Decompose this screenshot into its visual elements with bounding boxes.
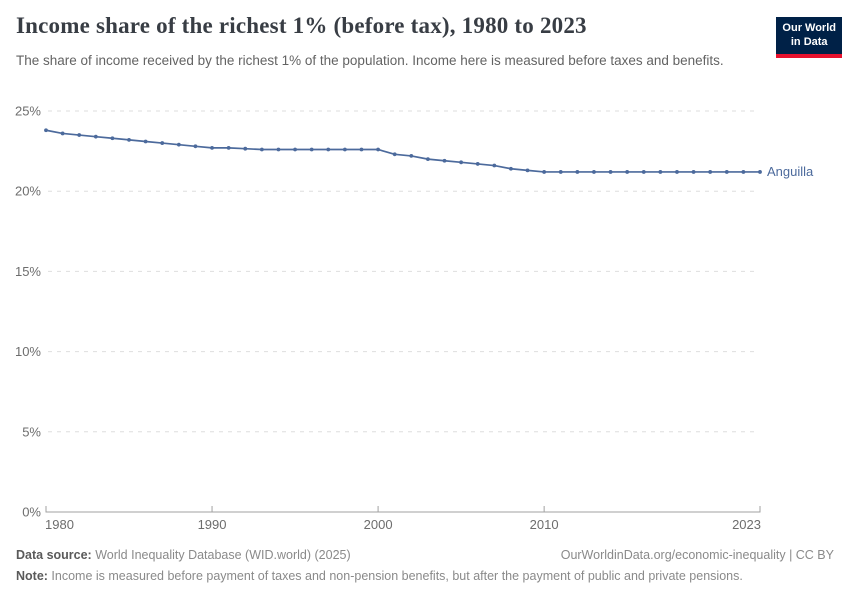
data-point [475,162,480,166]
y-tick-label-10: 10% [15,344,41,359]
data-point [226,145,231,150]
data-point [160,141,165,145]
data-source-label: Data source: [16,548,92,562]
x-tick-label-2000: 2000 [364,517,393,532]
x-tick-label-2010: 2010 [530,517,559,532]
y-tick-label-0: 0% [22,505,41,520]
data-point [724,170,729,174]
data-point [758,170,762,174]
data-source-value: World Inequality Database (WID.world) (2… [91,548,351,562]
data-point [93,134,98,139]
owid-logo-line1: Our World [782,22,836,34]
data-point [243,146,248,151]
attribution-link[interactable]: OurWorldinData.org/economic-inequality |… [560,548,834,562]
chart-footer: Data source: World Inequality Database (… [16,547,834,585]
y-tick-label-5: 5% [22,424,41,439]
data-point [44,128,48,133]
data-point [509,166,513,171]
y-tick-label-15: 15% [15,264,41,279]
data-point [342,147,347,152]
line-chart: 0% 5% 10% 15% 20% 25% 1980 1990 2000 2010 2023 Angu… [15,104,814,533]
data-point [193,144,198,149]
data-point [542,170,547,174]
data-point [259,147,264,152]
x-tick-label-1990: 1990 [198,517,227,532]
x-tick-label-1980: 1980 [45,517,74,532]
data-point [127,137,131,142]
data-point [558,170,563,174]
owid-logo: Our World in Data [776,17,842,58]
data-point [176,142,181,147]
data-point [592,170,596,174]
series-label-anguilla[interactable]: Anguilla [767,164,814,179]
data-point [143,139,148,144]
y-tick-label-25: 25% [15,104,41,119]
data-point [459,160,464,165]
data-point [409,154,414,158]
data-point [309,147,314,152]
data-point [525,168,530,173]
chart-subtitle: The share of income received by the rich… [16,53,724,68]
x-tick-label-2023: 2023 [732,517,761,532]
page-title: Income share of the richest 1% (before t… [16,13,587,38]
series-line-anguilla [45,129,760,173]
data-point [741,170,746,174]
data-point [276,147,281,152]
chart-note: Note: Income is measured before payment … [16,568,834,585]
note-label: Note: [16,568,48,583]
data-point [293,147,297,152]
data-point [376,147,380,152]
data-point [625,170,630,174]
y-tick-label-20: 20% [15,184,41,199]
data-point [60,131,65,136]
data-point [392,152,397,157]
data-point [492,163,497,168]
data-point [77,133,82,137]
data-point [426,157,430,162]
data-source: Data source: World Inequality Database (… [16,547,351,564]
data-point [608,170,613,174]
data-point [641,170,646,174]
data-point [675,170,679,174]
owid-logo-line2: in Data [790,36,828,49]
data-point [658,170,663,174]
data-point [691,170,696,174]
data-point [210,145,214,150]
data-point [442,158,447,163]
data-point [326,147,331,152]
data-point [359,147,364,152]
data-point [575,170,580,174]
note-value: Income is measured before payment of tax… [47,568,743,583]
data-point [110,136,115,141]
data-point [708,170,713,174]
